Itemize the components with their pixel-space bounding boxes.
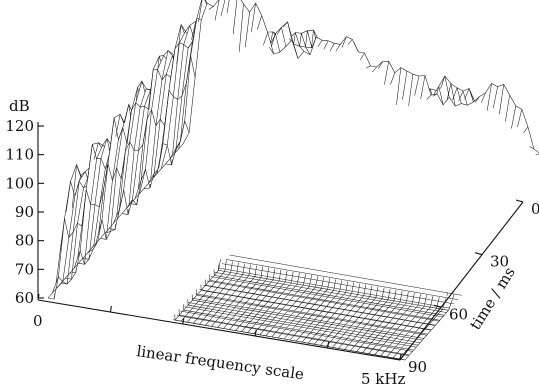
time-axis-tick xyxy=(515,199,524,203)
z-axis-tick-label: 70 xyxy=(15,260,34,278)
floor-grid-line xyxy=(176,315,409,356)
floor-grid-line xyxy=(172,319,406,361)
floor-grid-line xyxy=(214,272,447,313)
freq-axis-end-label: 5 kHz xyxy=(361,370,405,388)
surface-mesh-segment xyxy=(178,0,539,156)
z-axis-tick-label: 90 xyxy=(15,203,34,221)
floor-grid-line xyxy=(180,310,413,352)
frequency-axis-line xyxy=(37,299,401,361)
freq-axis-start-label: 0 xyxy=(33,312,43,330)
floor-grid-line xyxy=(199,289,432,331)
frequency-axis-tick xyxy=(182,317,185,325)
plot-axes: 60 70 80 90 100 110 120 0 30 60 90 xyxy=(5,117,539,376)
frequency-axis-tick xyxy=(254,329,257,337)
floor-grid-line xyxy=(203,284,436,326)
surface-slice-fill xyxy=(78,123,436,326)
frequency-axis-tick xyxy=(37,293,40,301)
freq-axis-label: linear frequency scale xyxy=(135,342,305,383)
z-axis-tick-label: 120 xyxy=(5,117,34,135)
surface-slice-fill xyxy=(52,164,410,355)
floor-grid-line xyxy=(195,293,428,335)
floor-grid-line xyxy=(206,280,440,322)
floor-grid-line xyxy=(191,297,424,339)
floor-grid-line xyxy=(188,302,421,343)
z-axis-tick-label: 60 xyxy=(15,289,34,307)
frequency-axis-tick xyxy=(327,341,330,349)
floor-grid-line xyxy=(184,306,417,348)
time-axis-tick-label: 60 xyxy=(449,305,468,323)
time-axis-tick xyxy=(474,252,483,256)
frequency-axis-tick xyxy=(109,305,112,313)
time-axis-tick-label: 0 xyxy=(531,200,539,218)
z-axis-tick-label: 100 xyxy=(5,174,34,192)
floor-grid-line xyxy=(225,259,458,300)
time-axis-tick-label: 90 xyxy=(408,358,427,376)
floor-grid-line xyxy=(210,276,443,318)
time-axis-tick-label: 30 xyxy=(490,253,509,271)
surface-time-slice xyxy=(182,0,539,154)
z-axis-tick-label: 80 xyxy=(15,232,34,250)
floor-grid-line xyxy=(218,267,451,309)
time-axis-tick xyxy=(392,357,401,361)
z-axis-label: dB xyxy=(9,97,30,115)
floor-grid-line xyxy=(222,263,455,305)
surface-slice-fill xyxy=(100,100,458,301)
time-axis-tick xyxy=(433,304,442,308)
time-axis-line xyxy=(399,201,524,361)
floor-grid-line xyxy=(229,254,462,296)
z-axis-tick-label: 110 xyxy=(5,146,34,164)
spectral-surface xyxy=(47,0,539,361)
